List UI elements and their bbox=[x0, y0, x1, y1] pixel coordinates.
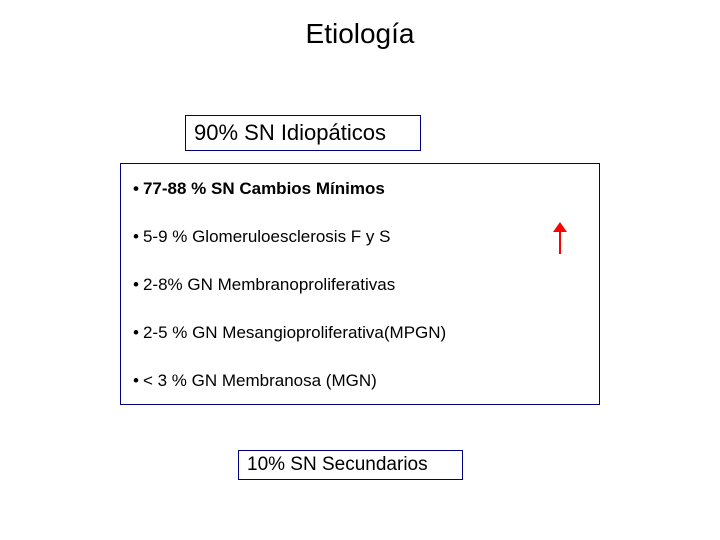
list-item-label: 2-8% GN Membranoproliferativas bbox=[143, 275, 395, 294]
list-item: •2-8% GN Membranoproliferativas bbox=[133, 274, 587, 296]
bullet-list-box: •77-88 % SN Cambios Mínimos •5-9 % Glome… bbox=[120, 163, 600, 405]
list-item: •2-5 % GN Mesangioproliferativa(MPGN) bbox=[133, 322, 587, 344]
secondary-text: 10% SN Secundarios bbox=[247, 454, 428, 476]
list-item: •77-88 % SN Cambios Mínimos bbox=[133, 178, 587, 200]
list-item-label: < 3 % GN Membranosa (MGN) bbox=[143, 371, 377, 390]
list-item-label: 77-88 % SN Cambios Mínimos bbox=[143, 179, 385, 198]
slide-title: Etiología bbox=[0, 18, 720, 50]
list-item: •< 3 % GN Membranosa (MGN) bbox=[133, 370, 587, 392]
up-arrow-icon bbox=[553, 222, 567, 254]
primary-box: 90% SN Idiopáticos bbox=[185, 115, 421, 151]
list-item: •5-9 % Glomeruloesclerosis F y S bbox=[133, 226, 587, 248]
primary-text: 90% SN Idiopáticos bbox=[194, 120, 386, 146]
secondary-box: 10% SN Secundarios bbox=[238, 450, 463, 480]
list-item-label: 2-5 % GN Mesangioproliferativa(MPGN) bbox=[143, 323, 446, 342]
list-item-label: 5-9 % Glomeruloesclerosis F y S bbox=[143, 227, 391, 246]
